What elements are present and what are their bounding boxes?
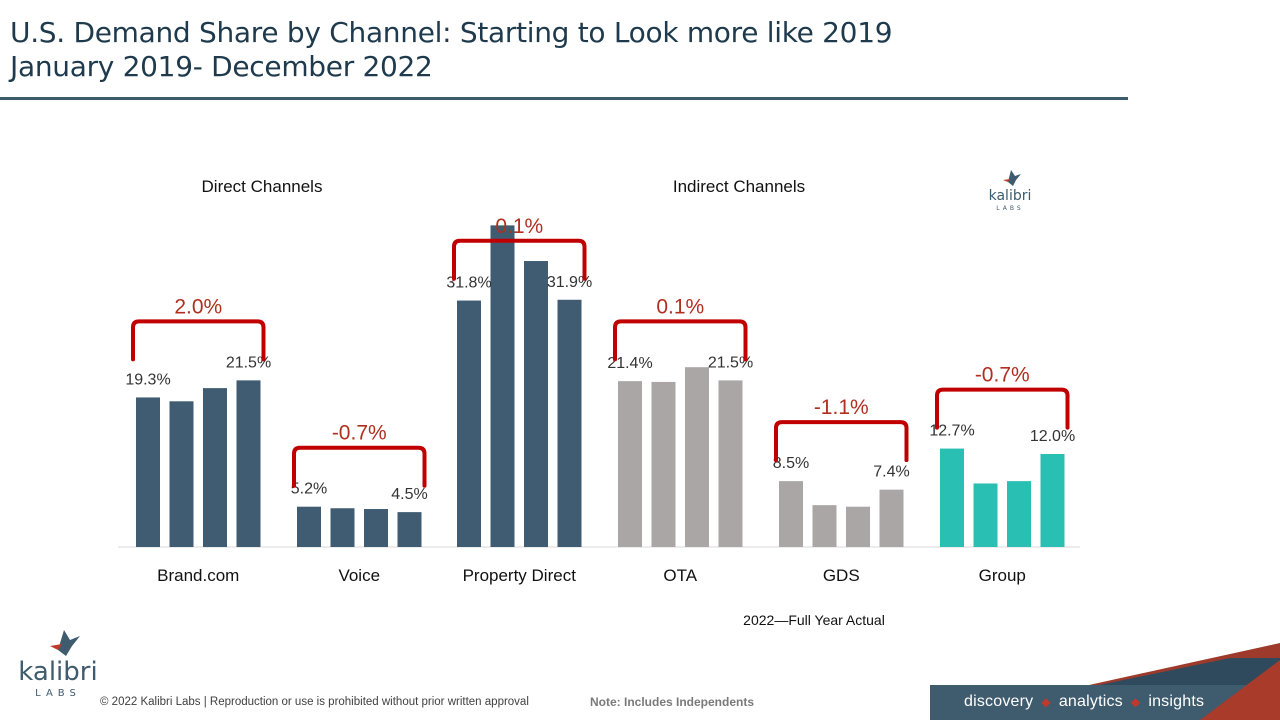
change-bracket (131, 319, 266, 362)
bar-property-direct-4 (557, 299, 582, 547)
bar-gds-2 (812, 505, 837, 547)
data-label: 4.5% (391, 486, 427, 503)
bar-property-direct-2 (490, 225, 515, 547)
change-bracket (935, 387, 1070, 430)
change-label: -1.1% (814, 396, 869, 419)
bar-voice-2 (330, 508, 355, 547)
data-label: 12.0% (1030, 428, 1075, 445)
change-label: 0.1% (656, 295, 704, 318)
bar-ota-1 (618, 381, 642, 547)
logo-wordmark: kalibri (989, 188, 1032, 204)
data-label: 5.2% (291, 481, 327, 498)
change-label: 2.0% (174, 295, 222, 318)
data-label: 21.4% (607, 355, 652, 372)
bar-voice-3 (364, 509, 388, 547)
data-label: 7.4% (873, 464, 909, 481)
tagline-word-3: insights (1148, 693, 1205, 710)
bar-group-2 (973, 483, 998, 547)
page-title: U.S. Demand Share by Channel: Starting t… (10, 16, 893, 49)
change-label: -0.7% (975, 364, 1030, 387)
bar-gds-3 (846, 506, 870, 547)
bar-ota-3 (685, 367, 709, 547)
footer-accent-corner (1200, 660, 1280, 720)
bar-ota-2 (651, 381, 676, 547)
category-label: Brand.com (157, 566, 239, 585)
change-bracket (292, 445, 427, 488)
logo-sub: LABS (996, 205, 1023, 212)
tagline-word-2: analytics (1058, 693, 1123, 710)
chart-footnote: 2022—Full Year Actual (743, 612, 885, 628)
bar-ota-4 (718, 380, 743, 547)
section-label-indirect: Indirect Channels (673, 177, 805, 196)
bar-brand-com-2 (169, 401, 194, 547)
change-bracket (613, 319, 748, 362)
category-label: OTA (663, 566, 697, 585)
kalibri-logo-small: kalibri LABS (989, 170, 1032, 212)
bar-group-1 (940, 448, 964, 547)
hummingbird-icon (1003, 170, 1021, 186)
bar-voice-1 (297, 506, 321, 547)
title-block: U.S. Demand Share by Channel: Starting t… (10, 16, 893, 84)
bar-property-direct-3 (524, 261, 548, 547)
bar-group-3 (1007, 481, 1031, 547)
bar-gds-1 (779, 481, 803, 547)
data-label: 21.5% (708, 354, 753, 371)
data-label: 19.3% (125, 371, 170, 388)
bar-group-4 (1040, 454, 1065, 547)
change-label: 0.1% (495, 215, 543, 238)
tagline-dot: ◆ (1130, 695, 1141, 709)
category-label: Property Direct (463, 566, 577, 585)
data-label: 31.9% (547, 274, 592, 291)
logo-sub: LABS (35, 688, 81, 699)
category-label: Group (979, 566, 1026, 585)
title-rule-tip (1120, 97, 1128, 100)
hummingbird-icon (50, 630, 80, 656)
bar-brand-com-1 (136, 397, 160, 547)
data-label: 21.5% (226, 354, 271, 371)
bar-voice-4 (397, 512, 422, 547)
page-subtitle: January 2019- December 2022 (10, 50, 433, 83)
copyright-text: © 2022 Kalibri Labs | Reproduction or us… (100, 696, 529, 708)
bar-gds-4 (879, 489, 904, 547)
footer-note: Note: Includes Independents (590, 695, 755, 709)
bar-brand-com-3 (203, 388, 227, 547)
category-label: GDS (823, 566, 860, 585)
bar-property-direct-1 (457, 300, 481, 547)
category-label: Voice (338, 566, 380, 585)
title-rule (0, 97, 1128, 100)
data-label: 8.5% (773, 455, 809, 472)
data-label: 12.7% (929, 423, 974, 440)
logo-wordmark: kalibri (18, 657, 97, 687)
data-label: 31.8% (446, 275, 491, 292)
bar-brand-com-4 (236, 380, 261, 547)
tagline: discovery ◆ analytics ◆ insights (964, 693, 1204, 711)
change-label: -0.7% (332, 422, 387, 445)
section-label-direct: Direct Channels (202, 177, 323, 196)
kalibri-logo-large: kalibri LABS (18, 630, 98, 699)
tagline-dot: ◆ (1041, 695, 1051, 709)
change-bracket (774, 420, 909, 463)
tagline-word-1: discovery (964, 693, 1034, 710)
change-bracket (452, 238, 587, 281)
